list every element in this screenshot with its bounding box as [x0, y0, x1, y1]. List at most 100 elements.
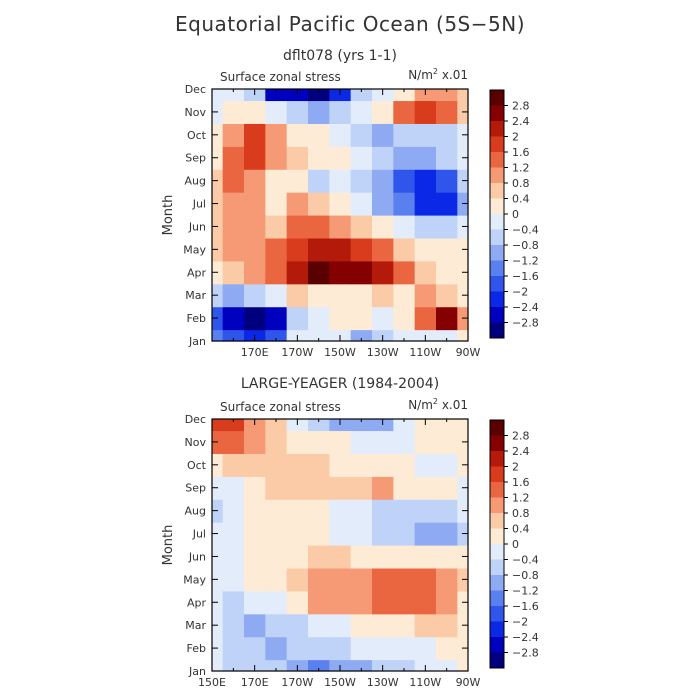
colorbar-swatch [490, 497, 504, 514]
heatmap-cell [286, 636, 309, 661]
heatmap-cell [372, 545, 394, 569]
heatmap-cell [308, 260, 330, 285]
heatmap-cell [222, 522, 245, 546]
heatmap-cell [414, 237, 437, 262]
colorbar-swatch [490, 621, 504, 638]
x-tick-label: 170E [241, 346, 269, 359]
heatmap-cell [244, 613, 266, 638]
heatmap-cell [350, 499, 373, 523]
colorbar-swatch [490, 245, 504, 261]
y-axis-label: Month [161, 195, 176, 236]
heatmap-cell [350, 453, 373, 477]
colorbar-swatch [490, 214, 504, 230]
heatmap-cell [222, 283, 245, 308]
x-tick-label: 150W [324, 346, 356, 359]
heatmap-cell [212, 89, 224, 102]
heatmap-cell [350, 522, 373, 546]
heatmap-cell [372, 260, 394, 285]
heatmap-cell [436, 237, 458, 262]
x-tick-label: 150W [324, 676, 356, 689]
heatmap-cell [286, 522, 309, 546]
heatmap-cell [265, 567, 288, 592]
panel-title: dflt078 (yrs 1-1) [283, 48, 397, 64]
heatmap-cell [222, 192, 245, 216]
heatmap-cell [350, 237, 373, 262]
heatmap-cell [393, 499, 416, 523]
heatmap-cell [393, 237, 416, 262]
heatmap-cell [308, 169, 330, 193]
heatmap-cell [286, 123, 309, 147]
heatmap-cell [212, 329, 224, 342]
heatmap-cell [414, 636, 437, 661]
heatmap-cell [308, 453, 330, 477]
heatmap-cell [436, 590, 458, 615]
heatmap-cell [457, 419, 469, 432]
heatmap-cell [244, 476, 266, 500]
heatmap-cell [329, 100, 352, 124]
colorbar-label: 1.2 [512, 162, 530, 175]
heatmap-cell [308, 522, 330, 546]
heatmap-cell [329, 237, 352, 262]
heatmap-cell [372, 613, 394, 638]
heatmap-cell [308, 283, 330, 308]
heatmap-cell [350, 636, 373, 661]
heatmap-cell [436, 100, 458, 124]
heatmap-cell [329, 499, 352, 523]
heatmap-cell [244, 192, 266, 216]
heatmap-cell [372, 419, 394, 432]
colorbar-label: 2 [512, 131, 519, 144]
heatmap-cell [286, 260, 309, 285]
heatmap-cell [265, 590, 288, 615]
heatmap-cell [329, 567, 352, 592]
heatmap-cell [350, 613, 373, 638]
contour-panel-1 [211, 88, 508, 342]
y-tick-label: Jul [192, 528, 206, 541]
heatmap-cell [244, 89, 266, 102]
heatmap-cell [286, 590, 309, 615]
heatmap-cell [308, 567, 330, 592]
heatmap-cell [436, 169, 458, 193]
heatmap-cell [222, 100, 245, 124]
heatmap-cells [212, 419, 469, 672]
colorbar-swatch [490, 528, 504, 545]
heatmap-cell [350, 100, 373, 124]
colorbar-label: −0.8 [512, 569, 539, 582]
heatmap-cell [286, 419, 309, 432]
heatmap-cell [350, 283, 373, 308]
heatmap-cell [350, 306, 373, 331]
heatmap-cell [308, 215, 330, 239]
heatmap-cell [393, 613, 416, 638]
heatmap-cell [286, 89, 309, 102]
colorbar-swatch [490, 291, 504, 308]
y-tick-label: Jan [188, 665, 206, 678]
heatmap-cell [222, 636, 245, 661]
colorbar-swatch [490, 451, 504, 467]
colorbar-swatch [490, 105, 504, 122]
colorbar-swatch [490, 322, 504, 339]
y-tick-label: Aug [185, 505, 206, 518]
y-axis-label: Month [161, 525, 176, 566]
heatmap-cell [222, 567, 245, 592]
colorbar-swatch [490, 420, 504, 436]
heatmap-cell [308, 613, 330, 638]
heatmap-cell [393, 430, 416, 454]
heatmap-cell [436, 545, 458, 569]
contour-panel-2 [211, 418, 508, 672]
y-tick-label: Apr [187, 596, 207, 609]
heatmap-cell [244, 123, 266, 147]
heatmap-cell [436, 476, 458, 500]
heatmap-cell [372, 306, 394, 331]
heatmap-cell [244, 545, 266, 569]
heatmap-cell [244, 590, 266, 615]
heatmap-cell [393, 169, 416, 193]
y-tick-label: Jul [192, 198, 206, 211]
heatmap-cell [286, 613, 309, 638]
heatmap-cell [329, 89, 352, 102]
heatmap-cell [329, 146, 352, 170]
colorbar-swatch [490, 198, 504, 215]
heatmap-cell [393, 522, 416, 546]
heatmap-cell [393, 89, 416, 102]
colorbar-label: 2.8 [512, 430, 530, 443]
heatmap-cell [329, 215, 352, 239]
heatmap-cell [393, 123, 416, 147]
